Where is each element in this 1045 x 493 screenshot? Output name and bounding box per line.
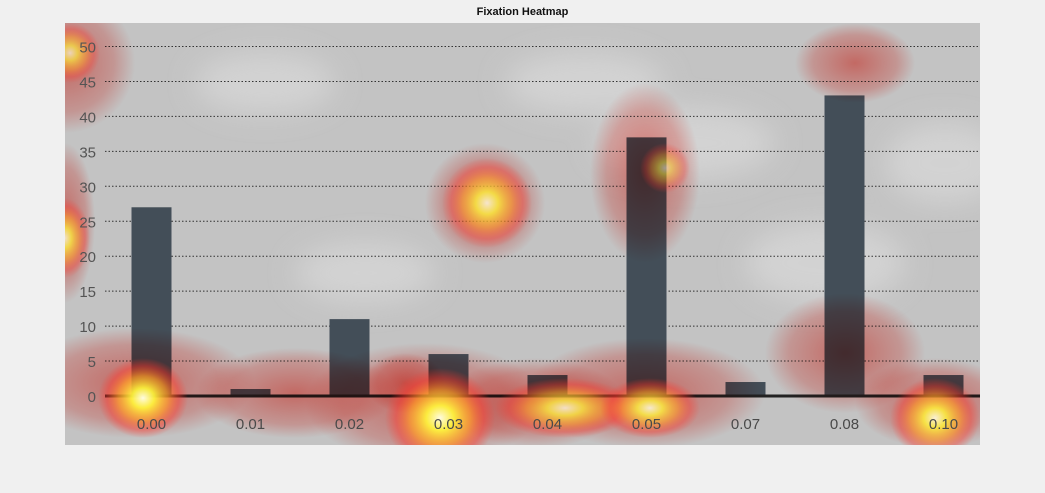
x-tick-label: 0.00 [137,416,166,433]
y-tick-label: 0 [88,389,96,406]
y-tick-label: 25 [79,214,96,231]
heat-hotspot [98,358,188,438]
x-tick-label: 0.10 [929,416,958,433]
y-tick-labels: 0 5 10 15 20 25 30 35 40 45 50 [79,40,96,407]
heat-hotspot [890,378,980,445]
y-tick-label: 10 [79,319,96,336]
x-tick-label: 0.01 [236,416,265,433]
y-tick-label: 50 [79,40,96,57]
heat-hotspot [65,198,90,278]
heat-hotspot [385,368,495,445]
y-tick-label: 15 [79,284,96,301]
y-tick-label: 40 [79,109,96,126]
y-tick-label: 45 [79,74,96,91]
x-tick-label: 0.05 [632,416,661,433]
heat-region [795,23,915,103]
y-tick-label: 30 [79,179,96,196]
heat-hotspot [600,378,700,438]
x-tick-label: 0.08 [830,416,859,433]
heat-hotspot [640,143,690,193]
heat-hotspot [65,23,100,83]
heat-hotspot [495,378,635,438]
x-tick-labels: 0.00 0.01 0.02 0.03 0.04 0.05 0.07 0.08 0.10 [137,416,958,433]
x-tick-label: 0.07 [731,416,760,433]
heatmap-hotspots [65,23,980,445]
heat-hotspot [442,158,532,248]
y-tick-label: 5 [88,354,96,371]
x-tick-label: 0.04 [533,416,562,433]
y-tick-label: 20 [79,249,96,266]
x-tick-label: 0.03 [434,416,463,433]
x-tick-label: 0.02 [335,416,364,433]
y-tick-label: 35 [79,144,96,161]
chart-title: Fixation Heatmap [476,6,569,18]
